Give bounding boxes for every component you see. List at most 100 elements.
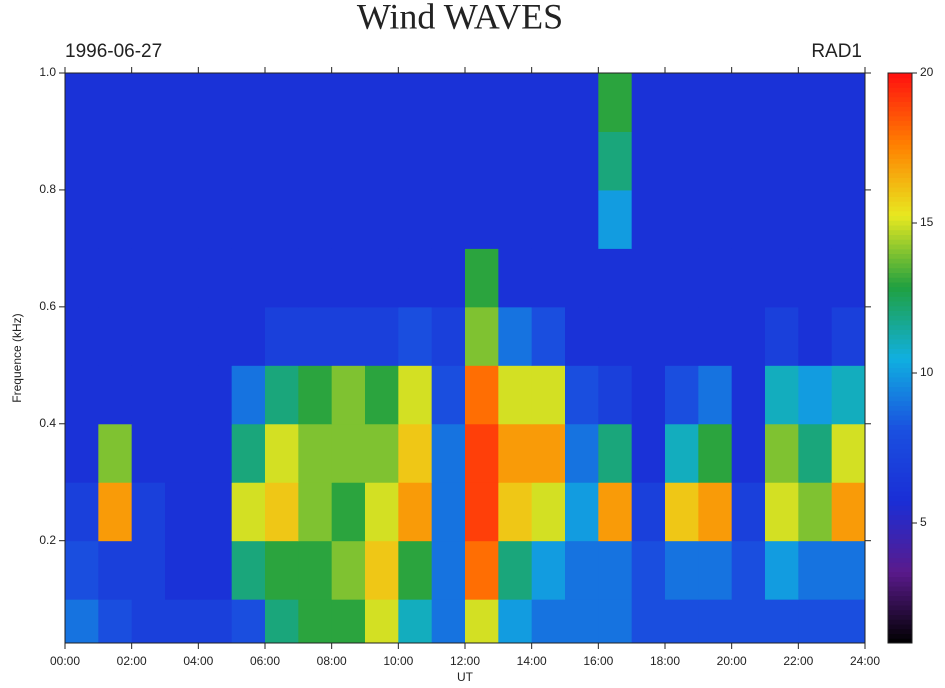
receiver-label: RAD1: [811, 41, 862, 62]
heatmap-cell: [498, 73, 533, 132]
colorbar-segment: [888, 438, 912, 444]
heatmap-cell: [165, 248, 199, 308]
colorbar-segment: [888, 339, 912, 345]
y-tick-label: 1.0: [39, 65, 56, 79]
heatmap-cell: [465, 306, 499, 366]
colorbar-segment: [888, 467, 912, 473]
colorbar-segment: [888, 443, 912, 449]
heatmap-cell: [398, 248, 433, 308]
colorbar-segment: [888, 595, 912, 601]
heatmap-cell: [431, 131, 466, 191]
heatmap-cell: [131, 189, 166, 249]
heatmap-cell: [665, 599, 699, 644]
colorbar-segment: [888, 215, 912, 221]
colorbar-segment: [888, 239, 912, 245]
heatmap-cell: [131, 73, 166, 132]
heatmap-cell: [498, 540, 533, 600]
heatmap-cell: [531, 189, 566, 249]
heatmap-cell: [565, 306, 599, 366]
heatmap-cell: [798, 131, 833, 191]
heatmap-cell: [365, 248, 399, 308]
heatmap-cell: [565, 599, 599, 644]
heatmap-cell: [431, 73, 466, 132]
heatmap-cell: [365, 599, 399, 644]
heatmap-cell: [698, 306, 733, 366]
heatmap-cell: [65, 189, 99, 249]
heatmap-cell: [498, 248, 533, 308]
heatmap-cell: [531, 599, 566, 644]
heatmap-cell: [765, 599, 799, 644]
heatmap-cell: [765, 365, 799, 425]
colorbar-segment: [888, 272, 912, 278]
heatmap-cell: [298, 248, 333, 308]
heatmap-cell: [565, 482, 599, 542]
heatmap-cell: [198, 540, 233, 600]
colorbar-segment: [888, 201, 912, 207]
colorbar-segment: [888, 638, 912, 644]
heatmap-cell: [798, 365, 833, 425]
colorbar-segment: [888, 405, 912, 411]
heatmap-cell: [198, 482, 233, 542]
colorbar-segment: [888, 244, 912, 250]
heatmap-cell: [265, 131, 299, 191]
heatmap-cell: [731, 189, 766, 249]
colorbar-segment: [888, 391, 912, 397]
heatmap-cell: [598, 365, 633, 425]
heatmap-cell: [165, 189, 199, 249]
heatmap-cell: [165, 306, 199, 366]
heatmap-cell: [798, 306, 833, 366]
heatmap-cell: [331, 365, 366, 425]
heatmap-cell: [331, 306, 366, 366]
heatmap-cell: [398, 482, 433, 542]
heatmap-cell: [398, 365, 433, 425]
heatmap-cell: [65, 599, 99, 644]
colorbar-segment: [888, 315, 912, 321]
x-tick-label: 04:00: [183, 654, 213, 668]
heatmap-cell: [765, 540, 799, 600]
heatmap-cell: [331, 131, 366, 191]
colorbar-segment: [888, 381, 912, 387]
y-tick-label: 0.4: [39, 416, 56, 430]
x-tick-label: 00:00: [50, 654, 80, 668]
colorbar-segment: [888, 567, 912, 573]
heatmap-cell: [231, 189, 266, 249]
heatmap-cell: [765, 73, 799, 132]
heatmap-cell: [598, 599, 633, 644]
heatmap-cell: [531, 306, 566, 366]
colorbar-segment: [888, 92, 912, 98]
heatmap-cell: [465, 482, 499, 542]
heatmap-cell: [631, 306, 666, 366]
heatmap-cell: [398, 540, 433, 600]
colorbar-segment: [888, 571, 912, 577]
heatmap-cell: [631, 248, 666, 308]
heatmap-cell: [765, 306, 799, 366]
heatmap-cell: [165, 365, 199, 425]
colorbar-segment: [888, 187, 912, 193]
heatmap-cell: [498, 423, 533, 483]
heatmap-cell: [198, 423, 233, 483]
colorbar-tick-label: 10: [920, 365, 934, 379]
colorbar-segment: [888, 196, 912, 202]
heatmap-cell: [665, 423, 699, 483]
heatmap-cell: [331, 73, 366, 132]
heatmap-cell: [98, 423, 133, 483]
colorbar-segment: [888, 481, 912, 487]
colorbar-segment: [888, 400, 912, 406]
heatmap-cell: [665, 540, 699, 600]
heatmap-cell: [831, 248, 866, 308]
heatmap-cell: [98, 599, 133, 644]
heatmap-cell: [831, 599, 866, 644]
colorbar-segment: [888, 605, 912, 611]
heatmap-cell: [165, 482, 199, 542]
heatmap-cell: [165, 599, 199, 644]
colorbar-segment: [888, 434, 912, 440]
colorbar-segment: [888, 576, 912, 582]
heatmap-cell: [131, 365, 166, 425]
heatmap-cell: [198, 248, 233, 308]
heatmap-cell: [265, 540, 299, 600]
colorbar-segment: [888, 106, 912, 112]
heatmap-cell: [598, 482, 633, 542]
heatmap-cell: [365, 482, 399, 542]
colorbar-segment: [888, 296, 912, 302]
